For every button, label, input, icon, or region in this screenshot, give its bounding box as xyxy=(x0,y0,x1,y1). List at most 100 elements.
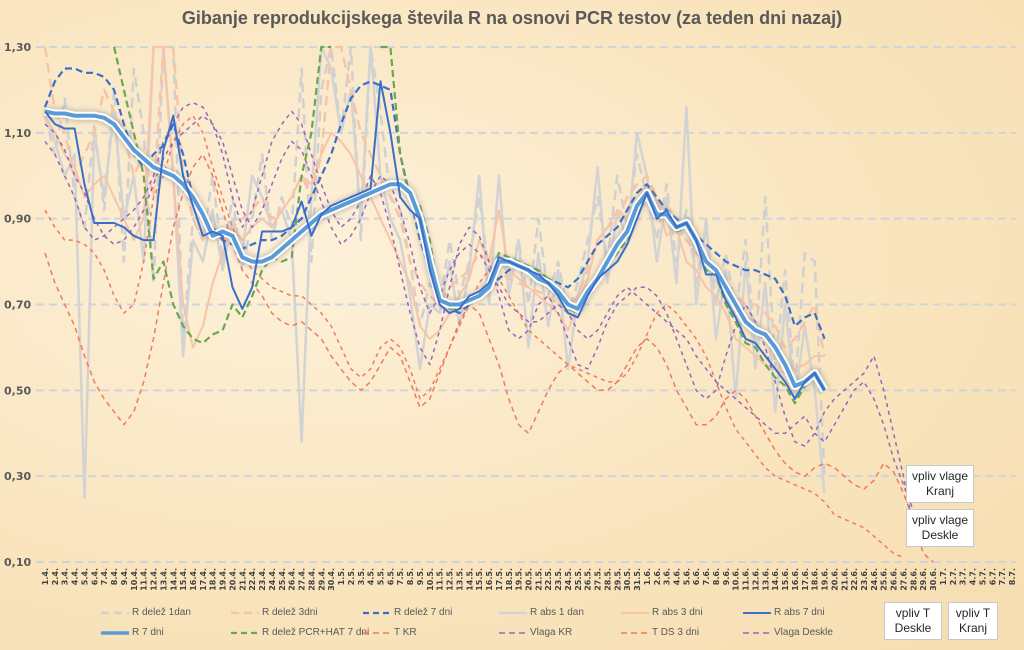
legend-label: Vlaga Deskle xyxy=(774,627,833,638)
legend-label: Vlaga KR xyxy=(530,627,573,638)
legend-item: R abs 3 dni xyxy=(620,607,703,619)
x-tick-label: 1.5. xyxy=(337,568,346,585)
legend-label: R delež 1dan xyxy=(132,607,191,618)
x-tick-label: 19.5. xyxy=(515,568,524,591)
annotation-line1: vpliv vlage xyxy=(911,513,969,527)
x-tick-label: 19.6. xyxy=(821,568,830,591)
x-tick-label: 22.6. xyxy=(850,568,859,591)
x-tick-label: 6.5. xyxy=(386,568,395,585)
annotation-vpliv-vlage-kranj: vpliv vlage Kranj xyxy=(906,465,974,503)
x-tick-label: 14.5. xyxy=(465,568,474,591)
x-tick-label: 16.5. xyxy=(485,568,494,591)
x-tick-label: 2.5. xyxy=(347,568,356,585)
legend-swatch xyxy=(621,632,649,634)
x-tick-label: 26.4. xyxy=(288,568,297,591)
legend: R delež 1dan R delež 3dni R delež 7 dni R a… xyxy=(100,607,870,647)
annotation-line1: vpliv vlage xyxy=(911,469,969,483)
x-tick-label: 5.7. xyxy=(978,568,987,585)
legend-swatch xyxy=(363,611,391,615)
x-tick-label: 24.4. xyxy=(268,568,277,591)
x-tick-label: 7.6. xyxy=(702,568,711,585)
x-tick-label: 21.6. xyxy=(840,568,849,591)
x-tick-label: 23.6. xyxy=(860,568,869,591)
x-tick-label: 12.5. xyxy=(446,568,455,591)
legend-label: R abs 3 dni xyxy=(652,607,703,618)
x-tick-label: 29.5. xyxy=(613,568,622,591)
x-tick-label: 26.6. xyxy=(890,568,899,591)
x-tick-label: 3.4. xyxy=(61,568,70,585)
annotation-vpliv-t-deskle: vpliv T Deskle xyxy=(884,602,942,640)
x-tick-label: 1.6. xyxy=(643,568,652,585)
x-tick-label: 25.6. xyxy=(880,568,889,591)
x-tick-label: 15.4. xyxy=(179,568,188,591)
legend-item: R 7 dni xyxy=(100,627,164,639)
legend-swatch xyxy=(621,612,649,614)
annotation-line2: Kranj xyxy=(925,484,954,498)
x-tick-label: 4.5. xyxy=(367,568,376,585)
x-tick-label: 25.4. xyxy=(278,568,287,591)
x-tick-label: 3.7. xyxy=(959,568,968,585)
y-tick-label: 1,10 xyxy=(4,127,31,140)
x-tick-label: 3.5. xyxy=(357,568,366,585)
legend-item: R abs 7 dni xyxy=(742,607,825,619)
legend-item: R delež 3dni xyxy=(230,607,318,619)
x-tick-label: 10.5. xyxy=(426,568,435,591)
x-tick-label: 17.5. xyxy=(495,568,504,591)
x-tick-label: 21.5. xyxy=(534,568,543,591)
series-line-t-ds-3-dni xyxy=(44,153,934,563)
legend-label: R abs 7 dni xyxy=(774,607,825,618)
legend-item: R delež 7 dni xyxy=(362,607,452,619)
annotation-line1: vpliv T xyxy=(955,606,991,620)
series-lines xyxy=(43,45,934,563)
annotation-line1: vpliv T xyxy=(895,606,931,620)
legend-label: R 7 dni xyxy=(132,627,164,638)
x-tick-label: 13.4. xyxy=(159,568,168,591)
legend-label: R delež PCR+HAT 7 dni xyxy=(262,627,370,638)
x-tick-label: 6.4. xyxy=(90,568,99,585)
x-tick-label: 9.5. xyxy=(416,568,425,585)
annotation-vpliv-t-kranj: vpliv T Kranj xyxy=(948,602,998,640)
y-axis-ticks: 0,10 0,30 0,50 0,70 0,90 1,10 1,30 xyxy=(4,41,31,569)
x-tick-label: 8.4. xyxy=(110,568,119,585)
x-tick-label: 5.6. xyxy=(682,568,691,585)
x-tick-label: 16.6. xyxy=(791,568,800,591)
x-tick-label: 28.6. xyxy=(909,568,918,591)
x-tick-label: 23.4. xyxy=(258,568,267,591)
legend-swatch xyxy=(743,612,771,614)
x-tick-label: 5.5. xyxy=(377,568,386,585)
x-tick-label: 28.4. xyxy=(307,568,316,591)
legend-label: T KR xyxy=(394,627,417,638)
x-tick-label: 4.6. xyxy=(673,568,682,585)
x-tick-label: 8.7. xyxy=(1008,568,1017,585)
series-line-r-abs-3-dni xyxy=(44,46,825,375)
y-tick-label: 0,90 xyxy=(4,213,31,226)
x-tick-label: 9.4. xyxy=(120,568,129,585)
x-tick-label: 21.4. xyxy=(238,568,247,591)
x-tick-label: 27.4. xyxy=(298,568,307,591)
x-tick-label: 11.5. xyxy=(436,568,445,591)
x-tick-label: 16.4. xyxy=(189,568,198,591)
x-tick-label: 20.5. xyxy=(525,568,534,591)
x-tick-label: 30.6. xyxy=(929,568,938,591)
legend-item: T DS 3 dni xyxy=(620,627,699,639)
legend-label: R delež 3dni xyxy=(262,607,318,618)
x-tick-label: 27.6. xyxy=(900,568,909,591)
x-tick-label: 7.4. xyxy=(100,568,109,585)
x-tick-label: 20.6. xyxy=(830,568,839,591)
legend-swatch xyxy=(101,611,129,615)
x-tick-label: 30.5. xyxy=(623,568,632,591)
x-tick-label: 15.6. xyxy=(781,568,790,591)
x-tick-label: 30.4. xyxy=(327,568,336,591)
x-tick-label: 29.6. xyxy=(919,568,928,591)
x-axis-ticks: 1.4. 2.4. 3.4. 4.4. 5.4. 6.4. 7.4. 8.4. 9.4. 10.4… xyxy=(41,568,1017,591)
x-tick-label: 26.5. xyxy=(584,568,593,591)
legend-swatch xyxy=(743,632,771,634)
series-line-r-abs-7-dni xyxy=(44,80,826,400)
annotation-vpliv-vlage-deskle: vpliv vlage Deskle xyxy=(906,509,974,547)
y-tick-label: 0,50 xyxy=(4,384,31,397)
x-tick-label: 18.5. xyxy=(505,568,514,591)
legend-item: R delež 1dan xyxy=(100,607,191,619)
x-tick-label: 6.7. xyxy=(988,568,997,585)
x-tick-label: 12.4. xyxy=(150,568,159,591)
